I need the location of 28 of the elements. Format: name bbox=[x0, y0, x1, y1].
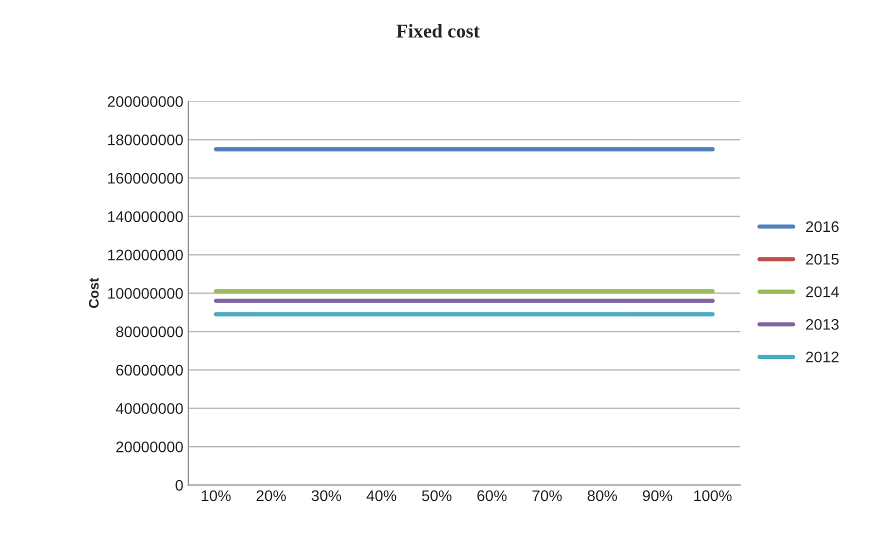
y-tick-label: 160000000 bbox=[108, 172, 183, 184]
y-tick-label: 140000000 bbox=[108, 211, 183, 222]
x-tick-label: 70% bbox=[532, 490, 562, 502]
y-tick-label: 0 bbox=[176, 480, 183, 491]
y-tick-label: 100000000 bbox=[108, 288, 183, 299]
x-tick-label: 60% bbox=[477, 490, 507, 502]
legend-label: 2015 bbox=[806, 254, 839, 265]
x-tick-label: 40% bbox=[366, 490, 396, 502]
x-tick-label: 10% bbox=[202, 490, 231, 502]
y-tick-label: 80000000 bbox=[116, 326, 183, 338]
legend-label: 2016 bbox=[806, 221, 839, 232]
y-tick-label: 200000000 bbox=[108, 96, 183, 107]
legend-label: 2014 bbox=[806, 286, 839, 298]
y-tick-label: 20000000 bbox=[116, 442, 183, 452]
chart-title: Fixed cost bbox=[396, 24, 480, 38]
x-tick-label: 50% bbox=[422, 490, 452, 502]
y-tick-label: 180000000 bbox=[108, 134, 183, 146]
x-tick-label: 80% bbox=[588, 490, 617, 502]
y-tick-label: 60000000 bbox=[116, 364, 183, 376]
x-tick-label: 30% bbox=[312, 490, 342, 502]
y-axis-title: Cost bbox=[88, 278, 99, 308]
legend-label: 2012 bbox=[806, 352, 839, 362]
x-tick-label: 90% bbox=[642, 490, 672, 502]
x-tick-label: 20% bbox=[256, 490, 286, 502]
y-tick-label: 120000000 bbox=[108, 250, 183, 260]
x-tick-label: 100% bbox=[694, 490, 732, 502]
y-tick-label: 40000000 bbox=[116, 403, 183, 414]
legend-label: 2013 bbox=[806, 319, 839, 330]
